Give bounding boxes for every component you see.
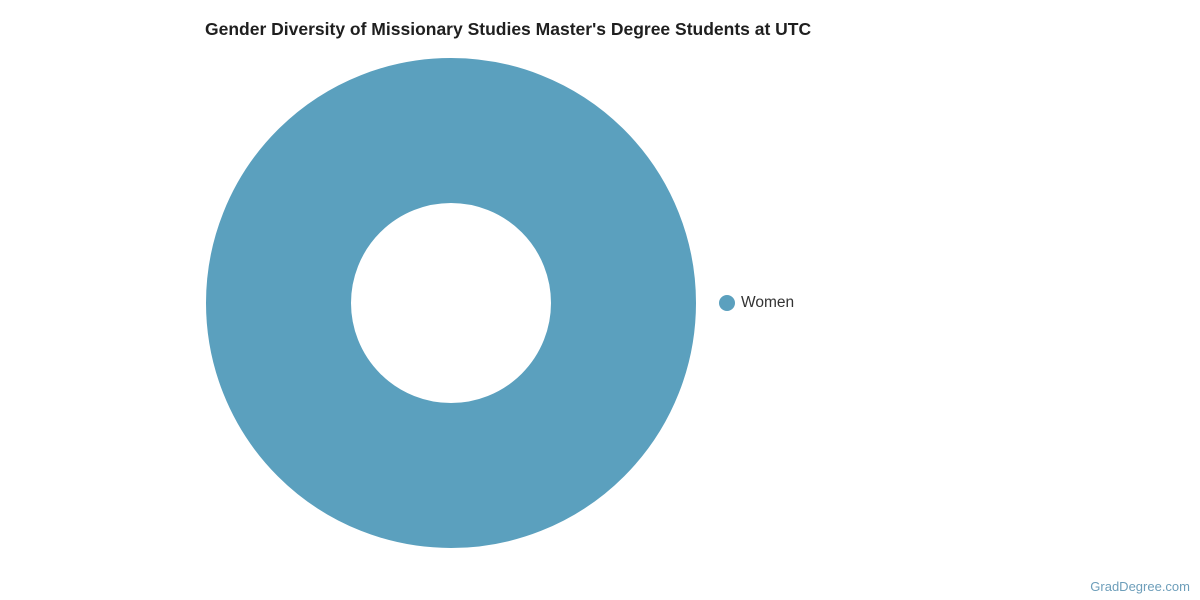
chart-title: Gender Diversity of Missionary Studies M…: [205, 19, 812, 39]
legend-label: Women: [741, 294, 795, 311]
donut-chart: [206, 58, 696, 548]
legend: Women: [719, 294, 794, 312]
legend-marker-icon: [719, 295, 735, 311]
legend-item-women[interactable]: Women: [719, 294, 794, 312]
donut-slice-women[interactable]: [206, 58, 696, 548]
watermark: GradDegree.com: [1090, 579, 1190, 594]
